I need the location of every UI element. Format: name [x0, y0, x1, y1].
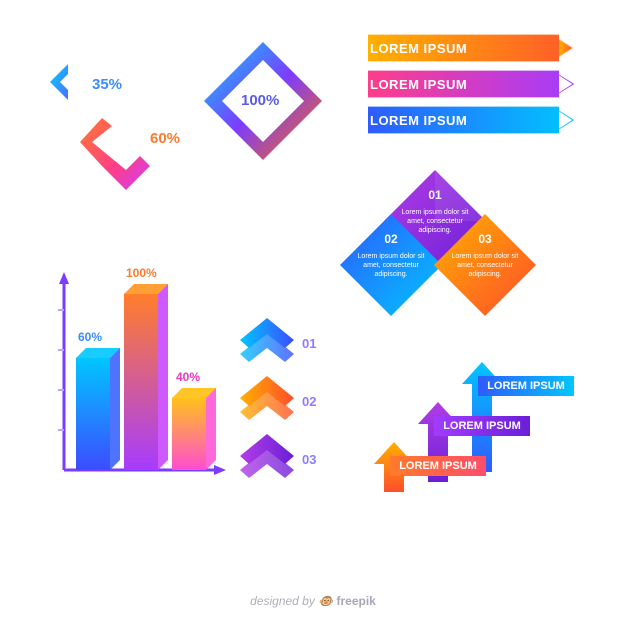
bar-1-label: 60% [78, 330, 102, 344]
step-01-num: 01 [302, 336, 316, 351]
arrow-banner-1: LOREM IPSUM [358, 34, 580, 62]
stair-02-label: LOREM IPSUM [434, 416, 530, 436]
infographic-elements-sheet: 35% 60% 100% LOREM IPSUM [0, 0, 626, 626]
banner-2-text: LOREM IPSUM [370, 77, 467, 92]
bar-2-label: 100% [126, 266, 157, 280]
arrow-banner-2: LOREM IPSUM [358, 70, 580, 98]
arrow-banner-3: LOREM IPSUM [358, 106, 580, 134]
pct-chevron-35 [40, 60, 88, 113]
diamond-03-txt: Lorem ipsum dolor sit amet, consectetur … [430, 252, 540, 279]
step-chevron-02 [240, 376, 294, 425]
bar-3-label: 40% [176, 370, 200, 384]
pct-chevron-60 [72, 112, 182, 209]
bar-chart: 60% 100% 40% [40, 270, 230, 490]
diamond-100-label: 100% [241, 92, 279, 109]
step-chevron-03 [240, 434, 294, 483]
step-02-num: 02 [302, 394, 316, 409]
step-chevron-01 [240, 318, 294, 367]
banner-1-text: LOREM IPSUM [370, 41, 467, 56]
stair-03-label: LOREM IPSUM [478, 376, 574, 396]
diamond-card-03: 03 Lorem ipsum dolor sit amet, consectet… [430, 210, 540, 320]
pct-60-label: 60% [150, 130, 180, 147]
diamond-01-num: 01 [380, 188, 490, 202]
step-03-num: 03 [302, 452, 316, 467]
pct-35-label: 35% [92, 76, 122, 93]
banner-3-text: LOREM IPSUM [370, 113, 467, 128]
credit-line: designed by 🐵 freepik [0, 594, 626, 608]
diamond-03-num: 03 [430, 232, 540, 246]
stair-01-label: LOREM IPSUM [390, 456, 486, 476]
